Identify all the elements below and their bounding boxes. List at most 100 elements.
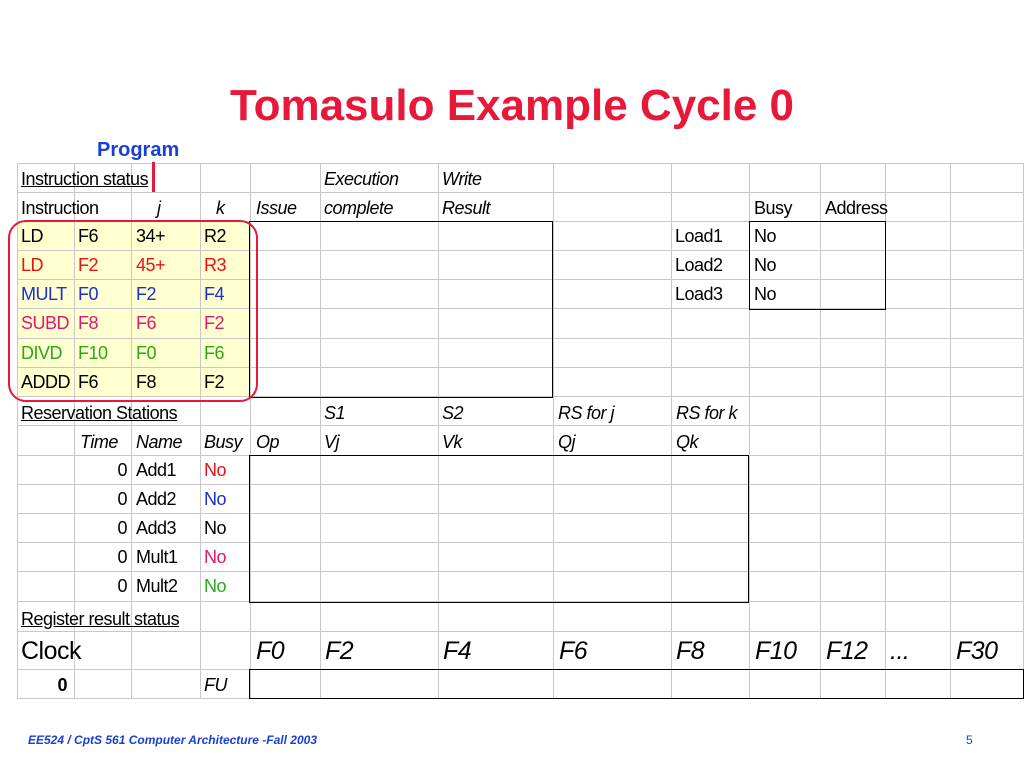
grid-column-line <box>749 163 750 698</box>
grid-row-line <box>17 601 1023 602</box>
grid-column-line <box>131 163 132 698</box>
grid-row-line <box>17 308 1023 309</box>
rs-time: 0 <box>117 547 127 567</box>
instruction-dest: F2 <box>78 255 99 275</box>
rs-busy: No <box>204 489 227 509</box>
address-header: Address <box>825 198 888 218</box>
grid-row-line <box>17 338 1023 339</box>
clock-label: Clock <box>21 637 82 665</box>
rs-busy-header: Busy <box>204 432 243 452</box>
rs-name: Mult2 <box>136 576 178 596</box>
instruction-k: F4 <box>204 284 225 304</box>
rs-busy: No <box>204 518 227 538</box>
issue-header: Issue <box>256 198 297 218</box>
grid-row-line <box>17 484 1023 485</box>
execution-header: Execution <box>324 169 399 189</box>
program-label: Program <box>97 139 180 161</box>
instruction-j: F8 <box>136 372 157 392</box>
grid-column-line <box>250 163 251 698</box>
grid-column-line <box>17 163 18 698</box>
grid-row-line <box>17 163 1023 164</box>
grid-column-line <box>820 163 821 698</box>
instruction-j: F0 <box>136 343 157 363</box>
program-pointer-line <box>152 162 155 192</box>
grid-row-line <box>17 250 1023 251</box>
reservation-stations-title: Reservation Stations <box>21 403 178 423</box>
register-name: F8 <box>676 637 705 665</box>
grid-column-line <box>950 163 951 698</box>
grid-row-line <box>17 367 1023 368</box>
grid-row-line <box>17 425 1023 426</box>
grid-column-line <box>885 163 886 698</box>
instruction-op: DIVD <box>21 343 63 363</box>
clock-value: 0 <box>57 675 67 695</box>
s1-header: S1 <box>324 403 346 423</box>
write-header: Write <box>442 169 482 189</box>
op-header: Op <box>256 432 280 452</box>
register-fu-box <box>249 669 1024 699</box>
rs-time: 0 <box>117 576 127 596</box>
instruction-op: SUBD <box>21 313 70 333</box>
grid-row-line <box>17 631 1023 632</box>
grid-row-line <box>17 513 1023 514</box>
rs-for-j-header: RS for j <box>558 403 615 423</box>
register-name: F0 <box>256 637 285 665</box>
instruction-j: F2 <box>136 284 157 304</box>
instruction-dest: F8 <box>78 313 99 333</box>
instruction-k: F6 <box>204 343 225 363</box>
grid-column-line <box>320 163 321 698</box>
grid-row-line <box>17 542 1023 543</box>
grid-column-line <box>553 163 554 698</box>
instruction-op: LD <box>21 226 44 246</box>
register-name: F30 <box>956 637 998 665</box>
rs-busy: No <box>204 460 227 480</box>
grid-column-line <box>74 163 75 698</box>
rs-for-k-header: RS for k <box>676 403 738 423</box>
j-header: j <box>157 198 161 218</box>
footer-page-number: 5 <box>966 733 973 747</box>
instruction-op: LD <box>21 255 44 275</box>
instruction-dest: F10 <box>78 343 108 363</box>
reservation-station-box <box>249 455 749 603</box>
instruction-op: MULT <box>21 284 67 304</box>
grid-column-line <box>438 163 439 698</box>
instruction-j: 34+ <box>136 226 166 246</box>
rs-name: Mult1 <box>136 547 178 567</box>
s2-header: S2 <box>442 403 464 423</box>
result-header: Result <box>442 198 491 218</box>
instruction-k: F2 <box>204 372 225 392</box>
grid-row-line <box>17 279 1023 280</box>
register-name: F12 <box>826 637 868 665</box>
instruction-status-box <box>249 221 553 398</box>
load-buffer-busy: No <box>754 226 777 246</box>
vk-header: Vk <box>442 432 463 452</box>
grid-column-line <box>671 163 672 698</box>
register-status-title: Register result status <box>21 609 180 629</box>
busy-header: Busy <box>754 198 793 218</box>
rs-name: Add3 <box>136 518 177 538</box>
slide-title: Tomasulo Example Cycle 0 <box>229 81 795 130</box>
load-buffer-name: Load2 <box>675 255 723 275</box>
register-name: F10 <box>755 637 797 665</box>
time-header: Time <box>80 432 118 452</box>
rs-time: 0 <box>117 518 127 538</box>
rs-busy: No <box>204 576 227 596</box>
name-header: Name <box>136 432 183 452</box>
load-buffer-box <box>749 221 886 310</box>
instruction-dest: F6 <box>78 372 99 392</box>
instruction-header: Instruction <box>21 198 99 218</box>
load-buffer-name: Load1 <box>675 226 723 246</box>
grid-row-line <box>17 192 1023 193</box>
load-buffer-busy: No <box>754 255 777 275</box>
register-name: ... <box>890 637 910 665</box>
instruction-k: R2 <box>204 226 227 246</box>
rs-time: 0 <box>117 460 127 480</box>
instruction-dest: F6 <box>78 226 99 246</box>
register-name: F4 <box>443 637 472 665</box>
rs-busy: No <box>204 547 227 567</box>
program-highlight-frame <box>8 220 258 402</box>
fu-label: FU <box>204 675 228 695</box>
qj-header: Qj <box>558 432 576 452</box>
load-buffer-busy: No <box>754 284 777 304</box>
rs-name: Add2 <box>136 489 177 509</box>
